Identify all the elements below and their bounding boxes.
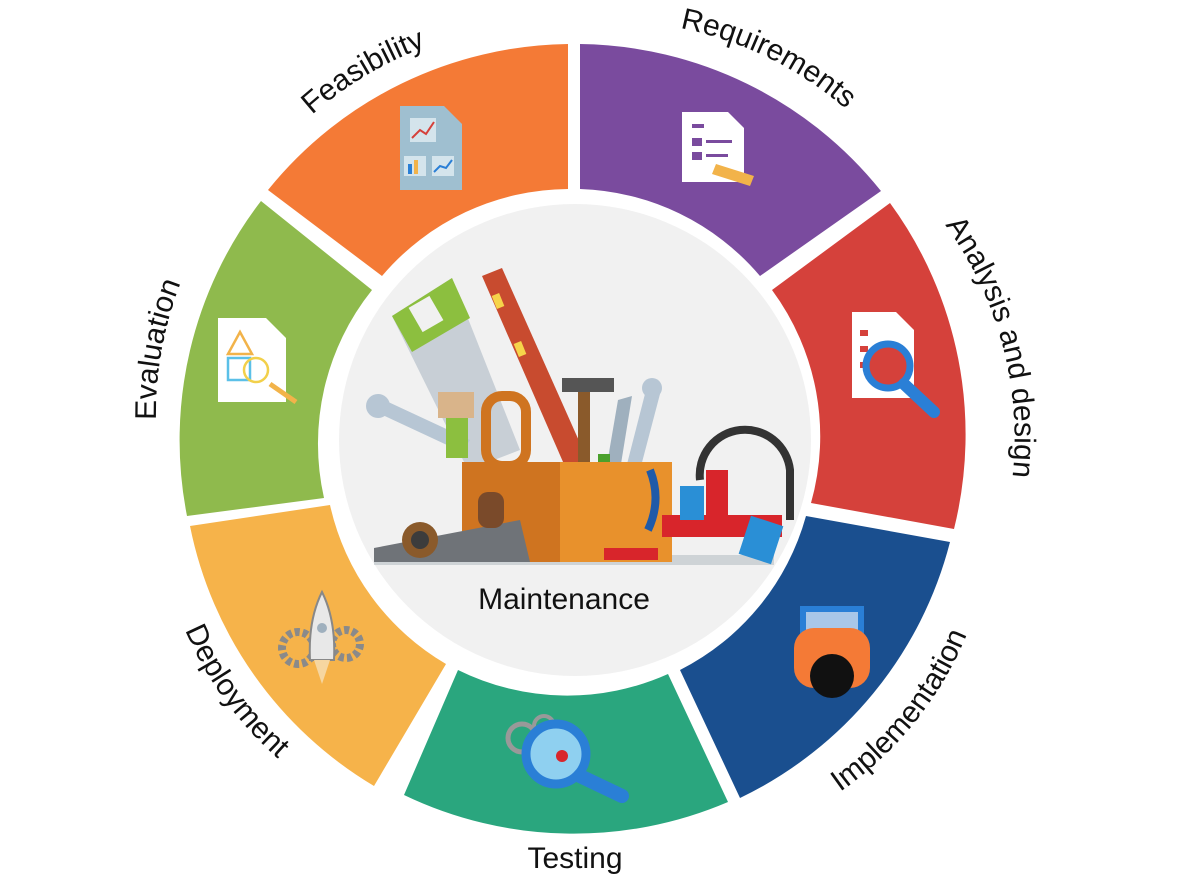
- laptop-user-icon: [794, 606, 870, 698]
- wrenches-icon: [606, 378, 662, 470]
- plane-tool-icon: [374, 492, 530, 562]
- clamp-icon: [662, 425, 794, 565]
- hammer-icon: [562, 378, 614, 472]
- charts-document-icon: [400, 106, 462, 190]
- document-magnifier-icon: [852, 312, 940, 418]
- document-pencil-icon: [682, 112, 754, 186]
- utility-knife-icon: [604, 548, 658, 560]
- toolbox-illustration: [366, 268, 794, 565]
- center-label: Maintenance: [478, 583, 650, 616]
- paintbrush-icon: [438, 392, 474, 458]
- bug-magnifier-icon: [505, 714, 629, 803]
- shapes-document-icon: [218, 318, 298, 405]
- wrench-icon: [366, 394, 470, 452]
- pliers-icon: [644, 468, 660, 532]
- stage-label-evaluation: Evaluation: [130, 274, 187, 420]
- rocket-gears-icon: [278, 589, 364, 684]
- stage-label-testing: Testing: [527, 842, 622, 875]
- level-icon: [482, 268, 592, 478]
